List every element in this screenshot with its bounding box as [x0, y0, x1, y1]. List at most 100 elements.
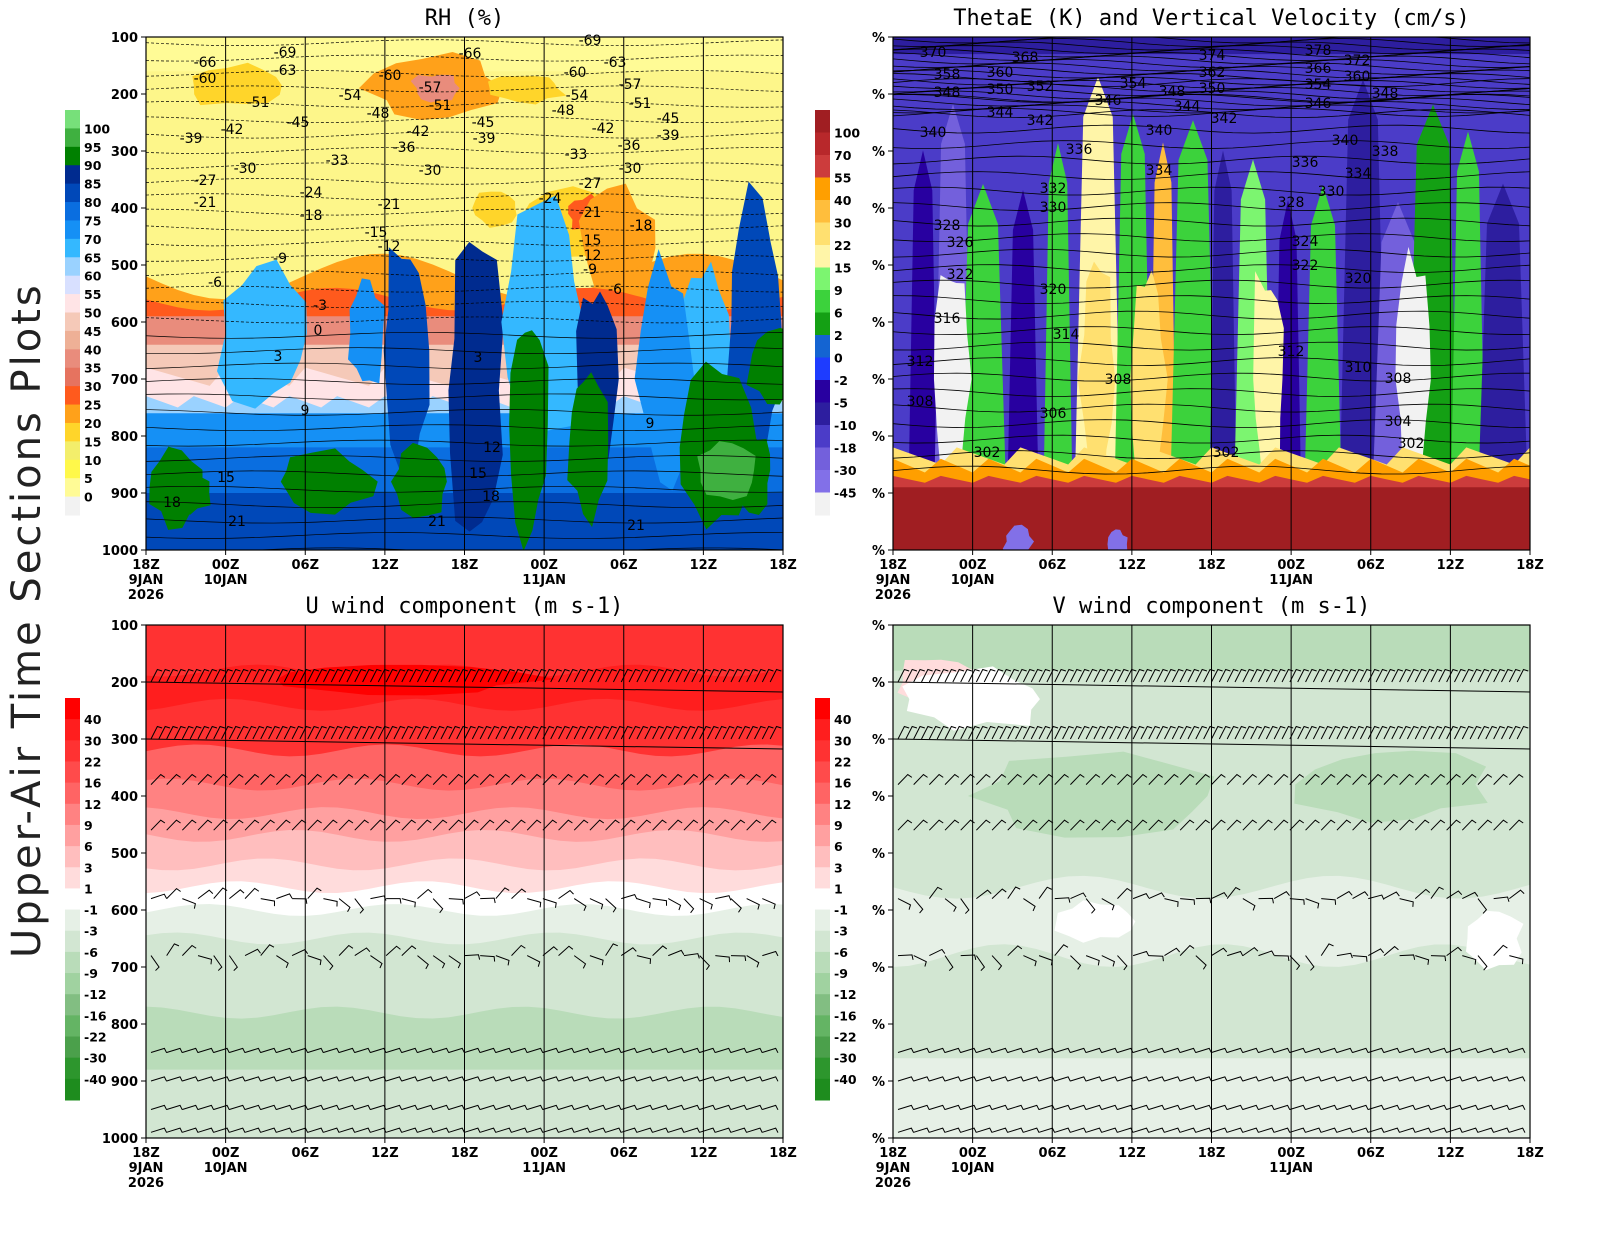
wind-barb	[229, 1047, 246, 1054]
colorbar-swatch	[65, 1015, 80, 1038]
wind-barb	[181, 819, 197, 831]
wind-barb	[1477, 1127, 1495, 1133]
contour-label: 358	[934, 67, 961, 83]
wind-barb	[605, 1047, 622, 1054]
wind-barb	[511, 725, 523, 740]
x-tick-date: 11JAN	[1269, 573, 1313, 588]
contour-label: -15	[579, 233, 602, 249]
colorbar-swatch	[815, 719, 830, 741]
contour-label: -69	[274, 45, 297, 61]
colorbar-swatch	[65, 202, 80, 221]
wind-barb	[276, 1104, 293, 1111]
colorbar-swatch	[815, 867, 830, 889]
wind-barb	[370, 725, 382, 740]
wind-barb	[448, 1047, 465, 1054]
colorbar-label: 45	[84, 324, 101, 339]
y-tick-label: %	[872, 31, 885, 46]
temperature-contour	[146, 224, 783, 231]
wind-barb	[330, 725, 343, 740]
wind-barb	[464, 773, 479, 785]
wind-barb	[621, 893, 638, 900]
wind-barb	[197, 1104, 215, 1111]
contour-label: 330	[1318, 184, 1345, 200]
contour-label: 336	[1066, 142, 1093, 158]
wind-barb	[385, 1047, 403, 1054]
wind-barb	[1485, 668, 1498, 683]
wind-barb	[448, 668, 461, 683]
wind-barb	[323, 1127, 340, 1133]
wind-barb	[542, 898, 557, 908]
wind-barb	[213, 773, 228, 785]
wind-barb	[991, 725, 1004, 740]
wind-barb	[1430, 773, 1446, 785]
colorbar-swatch	[65, 951, 80, 974]
wind-barb	[205, 668, 218, 683]
wind-barb	[229, 1076, 246, 1082]
wind-barb	[448, 1076, 465, 1082]
chart-panel-1: RH (%)100200300400500600700800900100018Z…	[65, 6, 797, 603]
wind-barb	[1117, 725, 1129, 740]
wind-barb	[581, 725, 594, 740]
wind-barb	[730, 725, 743, 740]
wind-barb	[1469, 668, 1482, 683]
wind-barb	[589, 1127, 606, 1133]
wind-barb	[1321, 1076, 1338, 1082]
wind-barb	[409, 668, 421, 683]
contour-label: -36	[618, 138, 641, 154]
y-tick-label: 500	[111, 847, 138, 862]
wind-barb	[991, 888, 1007, 899]
wind-barb	[174, 668, 186, 683]
wind-barb	[991, 668, 1004, 683]
wind-barb	[346, 668, 359, 683]
wind-barb	[1414, 725, 1427, 740]
x-tick-year: 2026	[128, 588, 164, 603]
wind-barb	[236, 668, 249, 683]
wind-barb	[1171, 668, 1184, 683]
wind-barb	[495, 773, 511, 785]
wind-barb	[181, 944, 197, 956]
wind-barb	[260, 725, 272, 740]
wind-barb	[605, 773, 620, 785]
wind-barb	[1462, 891, 1479, 900]
contour-label: -6	[208, 275, 222, 291]
wind-barb	[213, 1104, 230, 1111]
colorbar-swatch	[815, 267, 830, 291]
wind-barb	[527, 1127, 544, 1133]
contour-label: -45	[472, 115, 495, 131]
x-tick-date: 10JAN	[204, 1161, 248, 1176]
wind-barb	[1383, 773, 1399, 785]
colorbar-label: 100	[834, 126, 860, 141]
contour-label: 334	[1345, 166, 1372, 182]
colorbar-swatch	[65, 367, 80, 387]
wind-barb	[362, 668, 374, 683]
wind-barb	[393, 668, 406, 683]
field-blob	[933, 275, 972, 491]
wind-barb	[1069, 725, 1082, 740]
wind-barb	[433, 1047, 450, 1054]
wind-barb	[433, 1127, 450, 1133]
contour-label: -12	[378, 239, 401, 255]
contour-label: 9	[301, 403, 310, 419]
colorbar-swatch	[815, 1015, 830, 1038]
wind-barb	[354, 819, 369, 831]
contour-label: 374	[1199, 48, 1226, 64]
wind-barb	[1258, 725, 1270, 740]
contour-label: 322	[1292, 258, 1319, 274]
wind-barb	[1336, 1047, 1353, 1054]
y-tick-label: 700	[111, 961, 138, 976]
wind-barb	[1446, 1047, 1463, 1054]
wind-barb	[1446, 668, 1458, 683]
wind-barb	[1336, 725, 1349, 740]
y-tick-label: 300	[111, 145, 138, 160]
wind-barb	[1438, 668, 1451, 683]
wind-barb	[762, 1047, 779, 1054]
wind-barb	[150, 819, 166, 831]
colorbar-swatch	[65, 404, 80, 424]
wind-barb	[722, 725, 735, 740]
contour-label: -48	[367, 106, 390, 122]
wind-barb	[542, 1076, 559, 1082]
wind-barb	[1383, 725, 1396, 740]
wind-barb	[1085, 725, 1098, 740]
wind-barb	[905, 668, 918, 683]
wind-barb	[1383, 1076, 1401, 1082]
